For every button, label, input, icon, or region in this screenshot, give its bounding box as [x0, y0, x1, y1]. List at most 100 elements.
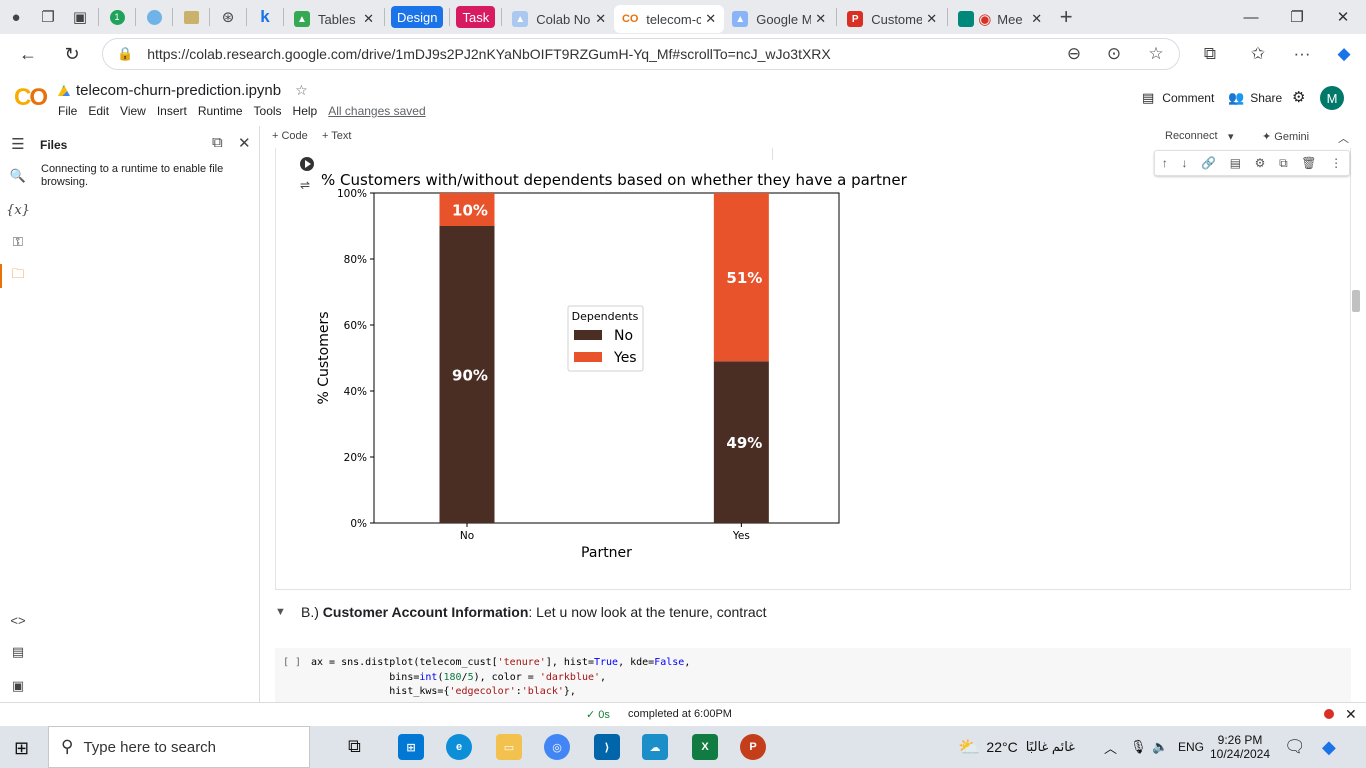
more-vert-icon[interactable]: ⋮: [1330, 156, 1343, 170]
excel-icon[interactable]: X: [692, 734, 718, 760]
site-info-icon[interactable]: 🔒: [117, 46, 134, 61]
minimize-icon[interactable]: —: [1243, 8, 1259, 26]
menu-runtime[interactable]: Runtime: [197, 104, 243, 118]
back-icon[interactable]: ←: [19, 43, 37, 64]
tab-tables[interactable]: ▲ Tables - C ✕: [286, 5, 382, 33]
microphone-icon[interactable]: 🎙: [1130, 739, 1147, 754]
copilot-taskbar-icon[interactable]: ◆: [1322, 736, 1336, 757]
delete-icon[interactable]: 🗑: [1301, 156, 1317, 170]
open-in-tab-icon[interactable]: ⧉: [212, 134, 223, 151]
collapse-icon[interactable]: ︿: [1338, 133, 1349, 145]
tab-meet[interactable]: ◉ Mee ✕: [950, 5, 1050, 33]
share-button[interactable]: 👥 Share: [1228, 90, 1283, 105]
powerpoint-icon[interactable]: P: [740, 734, 766, 760]
scrollbar-thumb[interactable]: [1352, 290, 1360, 312]
file-explorer-icon[interactable]: ▭: [496, 734, 522, 760]
variables-icon[interactable]: {x}: [6, 202, 30, 218]
tab-task[interactable]: Task: [456, 6, 496, 28]
store-icon[interactable]: ⊞: [398, 734, 424, 760]
status-close-icon[interactable]: ✕: [1345, 706, 1357, 722]
taskbar-search[interactable]: ⚲ Type here to search: [48, 726, 310, 768]
comment-button[interactable]: ▤ Comment: [1142, 90, 1215, 105]
tab-customer-pdf[interactable]: P Custome ✕: [839, 5, 945, 33]
output-toggle-icon[interactable]: ⇌: [300, 178, 311, 192]
run-cell-icon[interactable]: [300, 157, 314, 171]
close-icon[interactable]: ✕: [363, 11, 374, 26]
tab-telecom-active[interactable]: CO telecom-c ✕: [614, 5, 725, 33]
weather-widget[interactable]: ⛅ 22°C غائم غالبًا: [958, 736, 1075, 757]
close-icon[interactable]: ✕: [815, 11, 827, 26]
tab-google-m[interactable]: ▲ Google M ✕: [724, 5, 834, 33]
reconnect-button[interactable]: Reconnect: [1165, 130, 1218, 142]
mirror-cell-icon[interactable]: ⧉: [1279, 155, 1288, 170]
search-icon[interactable]: 🔍: [9, 168, 27, 183]
favorite-star-icon[interactable]: ☆: [1148, 44, 1164, 63]
close-icon[interactable]: ✕: [1031, 11, 1043, 26]
menu-edit[interactable]: Edit: [88, 104, 110, 118]
close-icon[interactable]: ✕: [926, 11, 938, 26]
move-up-icon[interactable]: ↑: [1161, 156, 1168, 170]
volume-icon[interactable]: 🔈: [1152, 739, 1169, 754]
folder-icon[interactable]: 🗀: [11, 266, 25, 281]
table-of-contents-icon[interactable]: ☰: [11, 136, 25, 153]
menu-tools[interactable]: Tools: [253, 104, 282, 118]
notebook-title[interactable]: telecom-churn-prediction.ipynb ☆: [58, 82, 308, 99]
tab-colab-notebook[interactable]: ▲ Colab No ✕: [504, 5, 614, 33]
runtime-dropdown-icon[interactable]: ▾: [1228, 131, 1234, 143]
cell-run-bracket[interactable]: [ ]: [283, 657, 302, 668]
settings-gear-icon[interactable]: ⚙: [1292, 89, 1306, 106]
code-cell[interactable]: [ ] ax = sns.distplot(telecom_cust['tenu…: [275, 648, 1351, 702]
close-icon[interactable]: ✕: [595, 11, 607, 26]
edge-icon[interactable]: e: [446, 734, 472, 760]
star-icon[interactable]: ☆: [295, 82, 308, 98]
weather-app-icon[interactable]: ☁: [642, 734, 668, 760]
window-close-icon[interactable]: ✕: [1336, 9, 1350, 26]
more-options-icon[interactable]: ···: [1293, 44, 1311, 63]
move-down-icon[interactable]: ↓: [1181, 156, 1188, 170]
profile-icon[interactable]: ●: [11, 8, 21, 26]
restore-icon[interactable]: ❐: [1290, 9, 1304, 26]
vscode-icon[interactable]: ⟩: [594, 734, 620, 760]
pinned-tab-openai[interactable]: ⊛: [212, 0, 244, 34]
menu-help[interactable]: Help: [292, 104, 318, 118]
cell-settings-icon[interactable]: ⚙: [1254, 156, 1266, 170]
zoom-icon[interactable]: ⊖: [1066, 44, 1082, 63]
language-indicator[interactable]: ENG: [1178, 740, 1205, 754]
link-icon[interactable]: 🔗: [1201, 156, 1217, 170]
favorites-icon[interactable]: ✩: [1250, 44, 1266, 63]
pinned-tab-k[interactable]: k: [249, 0, 281, 34]
close-panel-icon[interactable]: ✕: [238, 135, 251, 152]
secrets-key-icon[interactable]: ⚿: [13, 234, 23, 249]
code-snippets-icon[interactable]: <>: [10, 612, 26, 628]
pinned-tab-telegram[interactable]: [138, 0, 170, 34]
terminal-icon[interactable]: ▣: [11, 678, 25, 693]
new-tab-icon[interactable]: +: [1059, 4, 1073, 29]
avatar[interactable]: M: [1320, 86, 1344, 110]
refresh-icon[interactable]: ↻: [64, 43, 80, 64]
task-view-icon[interactable]: ⧉: [348, 736, 361, 756]
code-text[interactable]: ax = sns.distplot(telecom_cust['tenure']…: [311, 657, 691, 697]
copilot-icon[interactable]: ◆: [1337, 44, 1351, 63]
save-status[interactable]: All changes saved: [328, 104, 426, 118]
colab-logo[interactable]: CO: [14, 84, 48, 111]
status-text[interactable]: completed at 6:00PM: [628, 708, 732, 720]
command-palette-icon[interactable]: ▤: [11, 644, 25, 659]
read-aloud-icon[interactable]: ⊙: [1106, 44, 1122, 63]
chevron-down-icon[interactable]: ▼: [275, 606, 286, 618]
add-code-button[interactable]: + Code: [272, 130, 308, 142]
menu-insert[interactable]: Insert: [156, 104, 187, 118]
clock[interactable]: 9:26 PM 10/24/2024: [1209, 733, 1271, 761]
chrome-icon[interactable]: ◎: [544, 734, 570, 760]
gemini-button[interactable]: ✦ Gemini: [1262, 131, 1310, 143]
url-field[interactable]: 🔒 https://colab.research.google.com/driv…: [102, 38, 1180, 70]
windows-start-icon[interactable]: ⊞: [14, 738, 30, 758]
notifications-icon[interactable]: 🗨: [1284, 737, 1306, 756]
comment-cell-icon[interactable]: ▤: [1229, 156, 1242, 170]
menu-file[interactable]: File: [58, 104, 78, 118]
tab-design[interactable]: Design: [391, 6, 444, 28]
close-icon[interactable]: ✕: [705, 11, 717, 26]
pinned-tab-3[interactable]: [175, 0, 207, 34]
extensions-icon[interactable]: ⧉: [1203, 44, 1217, 63]
tab-actions-icon[interactable]: ▣: [72, 9, 88, 26]
workspaces-icon[interactable]: ❐: [41, 9, 55, 26]
